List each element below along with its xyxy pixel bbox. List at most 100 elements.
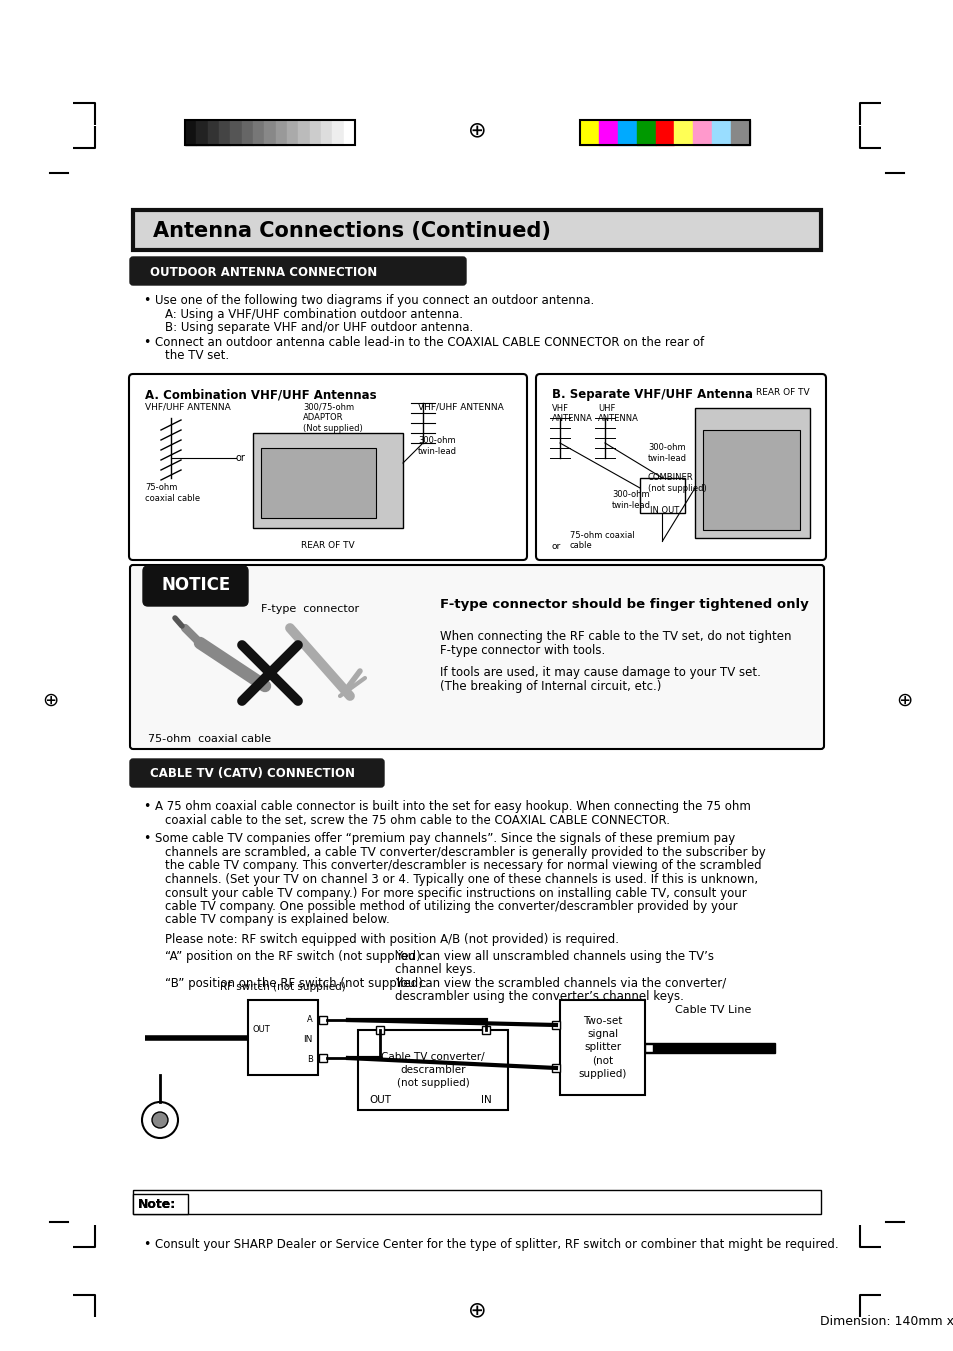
Text: 75-ohm
coaxial cable: 75-ohm coaxial cable bbox=[145, 484, 200, 503]
Text: COMBINER
(not supplied): COMBINER (not supplied) bbox=[647, 473, 706, 493]
FancyBboxPatch shape bbox=[143, 566, 248, 607]
Text: ⊕: ⊕ bbox=[467, 120, 486, 141]
Text: channels. (Set your TV on channel 3 or 4. Typically one of these channels is use: channels. (Set your TV on channel 3 or 4… bbox=[165, 873, 758, 886]
Bar bbox=[730, 120, 749, 145]
Text: “B” position on the RF switch (not supplied):: “B” position on the RF switch (not suppl… bbox=[165, 977, 426, 990]
FancyBboxPatch shape bbox=[132, 209, 821, 250]
Bar bbox=[702, 430, 800, 530]
Text: ⊕: ⊕ bbox=[895, 690, 911, 709]
Bar bbox=[357, 1029, 507, 1111]
FancyBboxPatch shape bbox=[130, 759, 384, 788]
Text: channels are scrambled, a cable TV converter/descrambler is generally provided t: channels are scrambled, a cable TV conve… bbox=[165, 846, 765, 859]
Text: Connect an outdoor antenna cable lead-in to the COAXIAL CABLE CONNECTOR on the r: Connect an outdoor antenna cable lead-in… bbox=[154, 336, 703, 349]
Text: coaxial cable to the set, screw the 75 ohm cable to the COAXIAL CABLE CONNECTOR.: coaxial cable to the set, screw the 75 o… bbox=[165, 815, 669, 827]
Text: If tools are used, it may cause damage to your TV set.: If tools are used, it may cause damage t… bbox=[439, 666, 760, 680]
Bar bbox=[375, 1025, 384, 1034]
FancyBboxPatch shape bbox=[129, 374, 526, 561]
Bar bbox=[598, 120, 618, 145]
Text: OUTDOOR ANTENNA CONNECTION: OUTDOOR ANTENNA CONNECTION bbox=[150, 266, 376, 278]
Text: VHF
ANTENNA: VHF ANTENNA bbox=[552, 404, 592, 423]
Text: ⊕: ⊕ bbox=[467, 1300, 486, 1320]
Bar bbox=[618, 120, 636, 145]
Bar bbox=[275, 120, 287, 145]
Text: Please note: RF switch equipped with position A/B (not provided) is required.: Please note: RF switch equipped with pos… bbox=[165, 934, 618, 946]
Text: ⊕: ⊕ bbox=[42, 690, 58, 709]
Bar bbox=[636, 120, 655, 145]
Text: Cable TV Line: Cable TV Line bbox=[675, 1005, 751, 1015]
Bar bbox=[332, 120, 343, 145]
Bar bbox=[343, 120, 355, 145]
Text: When connecting the RF cable to the TV set, do not tighten: When connecting the RF cable to the TV s… bbox=[439, 630, 791, 643]
Bar bbox=[318, 1054, 327, 1062]
Bar bbox=[185, 120, 355, 145]
Text: cable TV company. One possible method of utilizing the converter/descrambler pro: cable TV company. One possible method of… bbox=[165, 900, 737, 913]
Bar bbox=[552, 1065, 559, 1071]
FancyBboxPatch shape bbox=[130, 257, 465, 285]
Text: B. Separate VHF/UHF Antenna: B. Separate VHF/UHF Antenna bbox=[552, 388, 752, 401]
Text: F-type  connector: F-type connector bbox=[261, 604, 358, 613]
Bar bbox=[132, 1190, 821, 1215]
Bar bbox=[241, 120, 253, 145]
Text: cable TV company is explained below.: cable TV company is explained below. bbox=[165, 913, 390, 927]
Text: Consult your SHARP Dealer or Service Center for the type of splitter, RF switch : Consult your SHARP Dealer or Service Cen… bbox=[154, 1238, 838, 1251]
Text: OUT: OUT bbox=[369, 1096, 391, 1105]
Bar bbox=[559, 1000, 644, 1096]
Text: “A” position on the RF switch (not supplied):: “A” position on the RF switch (not suppl… bbox=[165, 950, 424, 963]
Bar bbox=[674, 120, 693, 145]
Text: A. Combination VHF/UHF Antennas: A. Combination VHF/UHF Antennas bbox=[145, 388, 376, 401]
Text: UHF
ANTENNA: UHF ANTENNA bbox=[598, 404, 639, 423]
Bar bbox=[644, 1043, 652, 1051]
Text: REAR OF TV: REAR OF TV bbox=[756, 388, 809, 397]
Text: descrambler using the converter’s channel keys.: descrambler using the converter’s channe… bbox=[395, 990, 683, 1002]
Text: 300-ohm
twin-lead: 300-ohm twin-lead bbox=[612, 490, 650, 511]
Bar bbox=[287, 120, 298, 145]
Bar bbox=[695, 408, 809, 538]
Text: 75-ohm  coaxial cable: 75-ohm coaxial cable bbox=[148, 734, 271, 744]
Text: channel keys.: channel keys. bbox=[395, 963, 476, 975]
Bar bbox=[253, 120, 264, 145]
Bar bbox=[298, 120, 310, 145]
Bar bbox=[185, 120, 196, 145]
Text: •: • bbox=[143, 295, 151, 307]
Text: 300-ohm
twin-lead: 300-ohm twin-lead bbox=[417, 436, 456, 457]
Text: IN: IN bbox=[480, 1096, 491, 1105]
Text: the cable TV company. This converter/descrambler is necessary for normal viewing: the cable TV company. This converter/des… bbox=[165, 859, 760, 873]
Text: B: B bbox=[307, 1055, 313, 1065]
Text: NOTICE: NOTICE bbox=[161, 576, 231, 594]
Text: OUT: OUT bbox=[253, 1025, 271, 1034]
Text: B: Using separate VHF and/or UHF outdoor antenna.: B: Using separate VHF and/or UHF outdoor… bbox=[165, 322, 473, 334]
Bar bbox=[481, 1025, 490, 1034]
Text: Note:: Note: bbox=[138, 1197, 176, 1210]
Text: •: • bbox=[143, 336, 151, 349]
Text: consult your cable TV company.) For more specific instructions on installing cab: consult your cable TV company.) For more… bbox=[165, 886, 746, 900]
Text: A: A bbox=[307, 1015, 313, 1024]
Text: 75-ohm coaxial
cable: 75-ohm coaxial cable bbox=[569, 531, 634, 550]
Text: IN OUT: IN OUT bbox=[649, 507, 679, 515]
Bar bbox=[219, 120, 230, 145]
Text: VHF/UHF ANTENNA: VHF/UHF ANTENNA bbox=[145, 403, 231, 411]
Bar bbox=[579, 120, 598, 145]
Bar bbox=[261, 449, 375, 517]
Bar bbox=[712, 120, 730, 145]
Bar bbox=[639, 478, 684, 513]
Bar bbox=[230, 120, 241, 145]
Bar bbox=[208, 120, 219, 145]
Text: You can view all unscrambled channels using the TV’s: You can view all unscrambled channels us… bbox=[395, 950, 713, 963]
Text: Two-set
signal
splitter
(not
supplied): Two-set signal splitter (not supplied) bbox=[578, 1016, 626, 1079]
Text: IN: IN bbox=[303, 1035, 313, 1044]
Bar bbox=[655, 120, 674, 145]
Text: or: or bbox=[235, 453, 246, 463]
Text: RF switch (not supplied): RF switch (not supplied) bbox=[220, 982, 346, 992]
Circle shape bbox=[142, 1102, 178, 1138]
Bar bbox=[552, 1021, 559, 1029]
Text: F-type connector should be finger tightened only: F-type connector should be finger tighte… bbox=[439, 598, 808, 611]
Text: •: • bbox=[143, 832, 151, 844]
Bar bbox=[693, 120, 712, 145]
FancyBboxPatch shape bbox=[130, 565, 823, 748]
FancyBboxPatch shape bbox=[132, 1194, 188, 1215]
Bar bbox=[644, 1043, 774, 1052]
Text: 300/75-ohm
ADAPTOR
(Not supplied): 300/75-ohm ADAPTOR (Not supplied) bbox=[303, 403, 362, 434]
Bar bbox=[196, 120, 208, 145]
Text: Some cable TV companies offer “premium pay channels”. Since the signals of these: Some cable TV companies offer “premium p… bbox=[154, 832, 735, 844]
Text: Cable TV converter/
descrambler
(not supplied): Cable TV converter/ descrambler (not sup… bbox=[381, 1052, 484, 1088]
